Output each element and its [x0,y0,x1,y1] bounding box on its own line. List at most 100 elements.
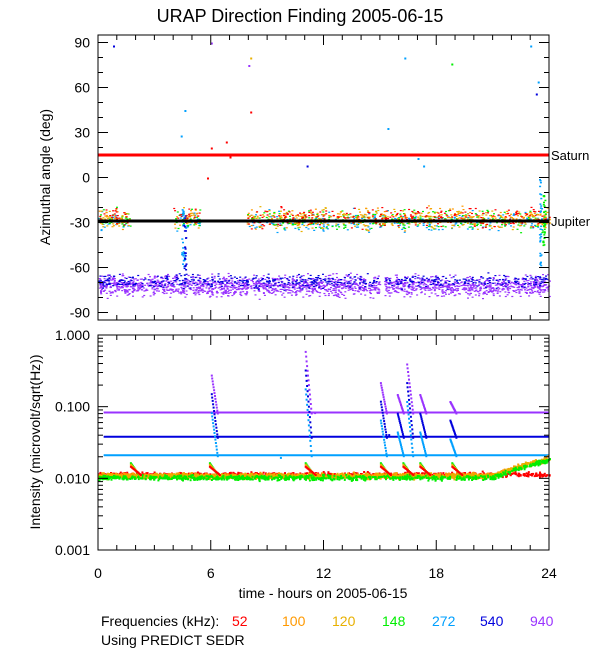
azimuth-point [407,284,410,287]
azimuth-point [436,216,439,218]
azimuth-point [411,275,414,277]
azimuth-point [121,290,124,292]
azimuth-point [530,225,533,227]
azimuth-point [234,287,237,289]
azimuth-point [403,282,406,284]
azimuth-point [123,212,126,214]
azimuth-point [188,213,191,215]
azimuth-point [315,282,318,284]
azimuth-point [198,212,201,214]
azimuth-point [351,283,354,285]
azimuth-point [139,285,142,287]
azimuth-point [299,286,302,288]
azimuth-point [253,222,256,224]
azimuth-point [316,216,319,218]
azimuth-point [542,203,545,206]
azimuth-point [509,283,512,285]
azimuth-point [276,278,279,280]
azimuth-point [102,282,105,284]
azimuth-point [302,212,305,215]
intensity-point [327,472,330,475]
azimuth-point [294,223,297,225]
azimuth-point [539,228,542,230]
azimuth-point [288,284,291,287]
azimuth-point [401,217,404,219]
azimuth-point [467,283,470,285]
intensity-point [482,472,485,475]
azimuth-point [122,285,125,287]
azimuth-point [255,281,258,283]
azimuth-point [392,216,395,218]
azimuth-point [137,274,140,277]
azimuth-point [391,224,394,226]
azimuth-point [501,216,504,218]
azimuth-point [536,284,539,286]
intensity-point [254,472,257,474]
azimuth-point [317,291,320,293]
azimuth-point [326,283,329,285]
azimuth-point [210,290,213,292]
azimuth-point [390,282,393,284]
azimuth-point [532,287,535,290]
azimuth-point [278,210,281,212]
azimuth-point [505,213,508,215]
azimuth-point [112,282,115,284]
azimuth-point [181,252,184,254]
azimuth-point [165,292,168,294]
azimuth-point [192,277,195,279]
azimuth-point [397,218,399,220]
azimuth-point [170,288,173,290]
azimuth-point [211,276,214,278]
azimuth-point [105,212,108,214]
azimuth-point [409,296,412,298]
azimuth-point [235,282,238,284]
azimuth-point [494,209,497,211]
azimuth-point [461,205,464,207]
azimuth-point [462,278,465,280]
azimuth-point [102,226,105,228]
azimuth-point [485,279,488,281]
azimuth-point [464,214,467,216]
azimuth-point [453,213,456,216]
azimuth-point [297,215,300,217]
azimuth-point [512,223,515,225]
azimuth-point [100,210,103,212]
azimuth-point [385,218,387,220]
azimuth-point [392,287,395,289]
azimuth-point [404,227,407,230]
azimuth-point [532,287,535,289]
azimuth-point [255,226,258,228]
azimuth-point [325,227,328,229]
azimuth-point [496,282,499,284]
azimuth-point [335,288,337,290]
azimuth-point [227,292,230,294]
azimuth-point [196,274,199,276]
azimuth-point [530,288,533,290]
azimuth-point [516,286,519,289]
intensity-point [451,471,454,474]
azimuth-point [290,294,293,296]
azimuth-point [427,212,430,214]
azimuth-point [184,255,187,257]
azimuth-point [302,215,304,217]
azimuth-point [467,217,470,219]
azimuth-point [151,288,154,290]
azimuth-point [465,287,468,289]
azimuth-point [337,285,340,287]
azimuth-point [425,287,427,289]
azimuth-point [193,215,196,217]
azimuth-point [539,237,542,239]
azimuth-point [388,295,391,297]
azimuth-point [304,285,307,287]
azimuth-point [154,281,157,283]
azimuth-point [504,216,507,218]
azimuth-point [221,278,224,280]
azimuth-point [339,211,342,213]
azimuth-point [426,287,429,289]
azimuth-point [430,222,433,224]
intensity-point [529,473,532,476]
azimuth-point [337,294,340,296]
azimuth-point [184,258,187,260]
